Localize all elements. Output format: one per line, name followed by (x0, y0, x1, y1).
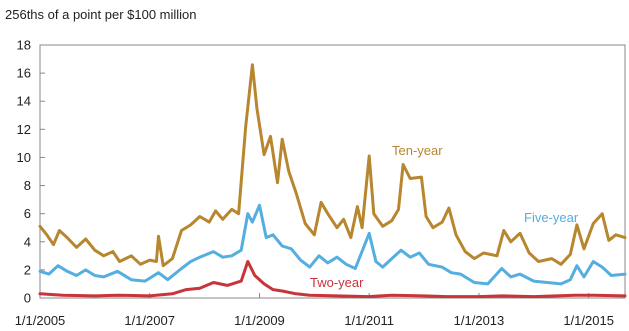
series-layer (38, 63, 627, 299)
series-line-two-year (38, 260, 627, 299)
x-tick-label: 1/1/2009 (234, 313, 285, 328)
y-tick-label: 18 (17, 38, 31, 53)
plot-frame (39, 44, 626, 299)
x-tick-label: 1/1/2011 (344, 313, 394, 328)
y-tick-label: 0 (24, 291, 31, 306)
series-label-ten-year: Ten-year (392, 143, 443, 158)
x-tick-label: 1/1/2007 (124, 313, 175, 328)
series-labels: Ten-year Five-year Two-year (310, 143, 579, 290)
series-line-ten-year (38, 63, 627, 268)
y-tick-label: 8 (24, 178, 31, 193)
series-line-five-year (38, 203, 627, 286)
x-tick-label: 1/1/2013 (454, 313, 505, 328)
y-tick-label: 14 (17, 94, 31, 109)
series-label-two-year: Two-year (310, 275, 364, 290)
x-tick-label: 1/1/2005 (15, 313, 66, 328)
y-tick-label: 2 (24, 262, 31, 277)
x-tick-label: 1/1/2015 (563, 313, 614, 328)
y-tick-label: 16 (17, 66, 31, 81)
y-axis: 0 2 4 6 8 10 12 14 16 18 (17, 38, 45, 306)
unit-label: 256ths of a point per $100 million (5, 7, 197, 22)
y-tick-label: 10 (17, 150, 31, 165)
y-tick-label: 4 (24, 234, 31, 249)
y-tick-label: 12 (17, 122, 31, 137)
y-tick-label: 6 (24, 206, 31, 221)
x-axis: 1/1/2005 1/1/2007 1/1/2009 1/1/2011 1/1/2013… (15, 293, 614, 328)
series-label-five-year: Five-year (524, 210, 579, 225)
